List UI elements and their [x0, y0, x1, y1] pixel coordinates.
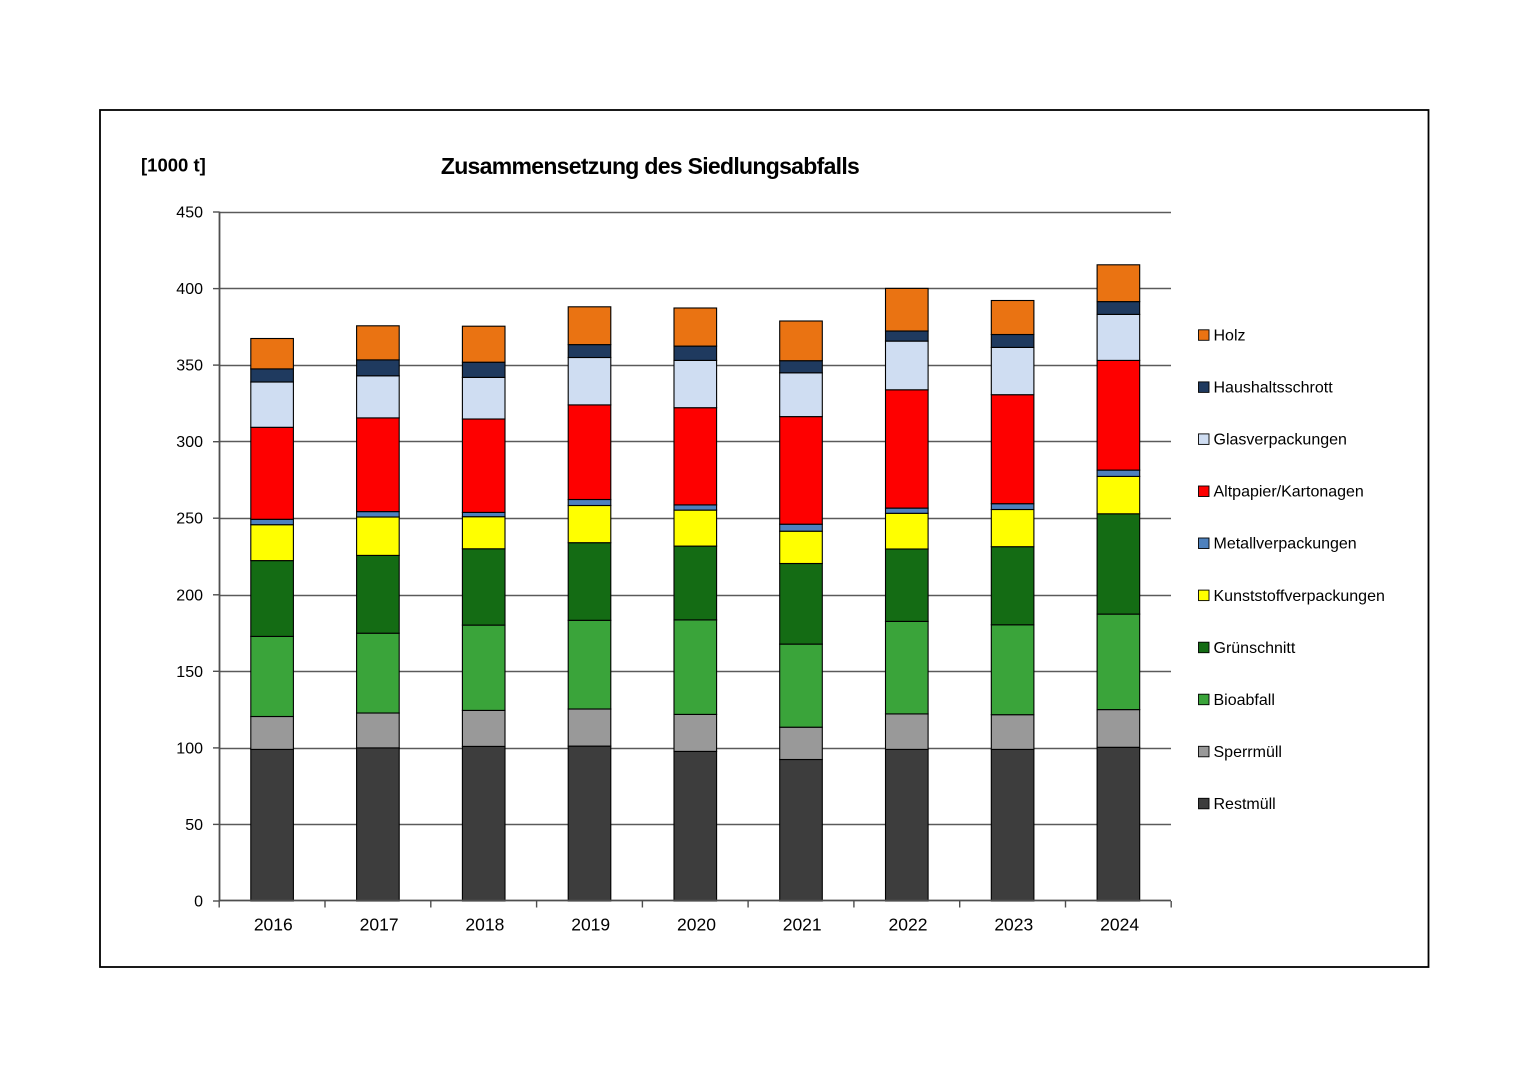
- svg-text:2024: 2024: [1100, 915, 1139, 935]
- svg-text:2018: 2018: [465, 915, 504, 935]
- svg-text:Grünschnitt: Grünschnitt: [1214, 640, 1296, 657]
- svg-text:Zusammensetzung des Siedlungsa: Zusammensetzung des Siedlungsabfalls: [441, 153, 859, 179]
- svg-text:2020: 2020: [677, 915, 716, 935]
- svg-text:2017: 2017: [360, 915, 399, 935]
- svg-text:2023: 2023: [994, 915, 1033, 935]
- svg-text:0: 0: [194, 894, 203, 911]
- svg-text:Bioabfall: Bioabfall: [1214, 692, 1275, 709]
- svg-text:350: 350: [176, 358, 203, 375]
- svg-text:300: 300: [176, 434, 203, 451]
- svg-text:150: 150: [176, 664, 203, 681]
- svg-text:50: 50: [185, 817, 203, 834]
- svg-text:Glasverpackungen: Glasverpackungen: [1214, 432, 1347, 449]
- svg-text:2021: 2021: [783, 915, 822, 935]
- svg-text:450: 450: [176, 205, 203, 222]
- svg-text:Sperrmüll: Sperrmüll: [1214, 744, 1282, 761]
- svg-text:2016: 2016: [254, 915, 293, 935]
- svg-text:Haushaltsschrott: Haushaltsschrott: [1214, 380, 1334, 397]
- svg-text:Restmüll: Restmüll: [1214, 796, 1276, 813]
- svg-text:Metallverpackungen: Metallverpackungen: [1214, 536, 1357, 553]
- svg-text:Holz: Holz: [1214, 328, 1246, 345]
- svg-text:200: 200: [176, 587, 203, 604]
- svg-text:100: 100: [176, 740, 203, 757]
- svg-text:Altpapier/Kartonagen: Altpapier/Kartonagen: [1214, 484, 1364, 501]
- svg-text:2019: 2019: [571, 915, 610, 935]
- svg-text:Kunststoffverpackungen: Kunststoffverpackungen: [1214, 588, 1385, 605]
- svg-text:2022: 2022: [889, 915, 928, 935]
- svg-text:[1000 t]: [1000 t]: [141, 155, 206, 176]
- svg-text:400: 400: [176, 281, 203, 298]
- svg-text:250: 250: [176, 511, 203, 528]
